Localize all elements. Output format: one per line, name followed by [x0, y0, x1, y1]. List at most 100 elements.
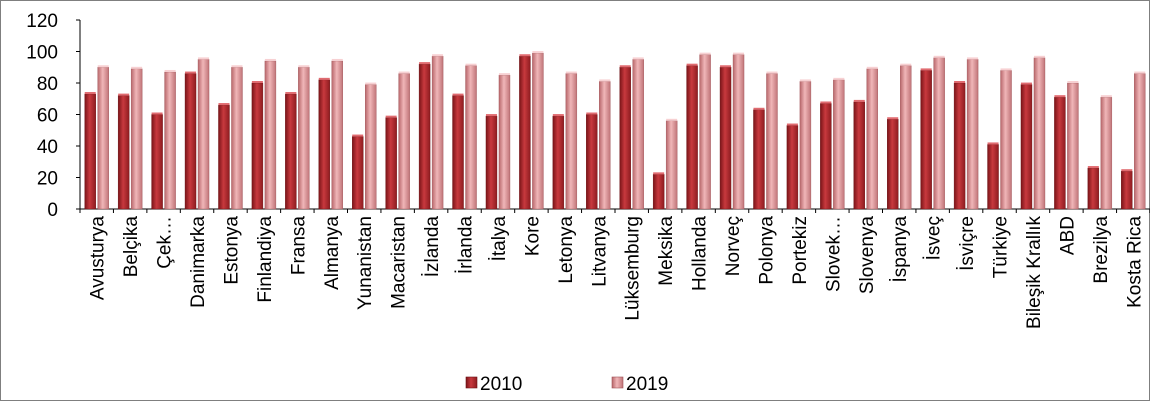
x-tick-label: İzlanda — [422, 216, 443, 278]
bar-2019-top — [465, 63, 477, 66]
bar-2010-top — [251, 81, 263, 83]
bar-2019 — [264, 60, 277, 210]
x-tick-label: Portekiz — [790, 216, 811, 285]
x-tick-label: Avusturya — [88, 216, 109, 301]
legend-label: 2010 — [480, 374, 522, 395]
bar-2019-top — [131, 66, 143, 69]
bar-2019-top — [833, 77, 845, 80]
bar-2019-top — [933, 55, 945, 58]
x-tick-label: İspanya — [890, 216, 911, 283]
bar-2019-top — [666, 118, 678, 121]
bar-2019 — [665, 120, 678, 210]
x-tick-label: Macaristan — [389, 216, 410, 309]
bar-2019 — [599, 81, 611, 210]
bar-2010 — [786, 125, 799, 210]
x-tick-label: Türkiye — [991, 216, 1012, 278]
x-axis-labels: Avusturya Belçika Çek… Danimarka Estonya Finl… — [88, 216, 1146, 329]
bar-2019 — [331, 60, 343, 210]
bar-2019-top — [699, 52, 711, 55]
bar-2019-top — [599, 79, 611, 82]
bar-2019 — [1033, 57, 1046, 210]
bar-2010-top — [1121, 169, 1133, 172]
bar-2019 — [197, 59, 210, 210]
bar-2010 — [352, 136, 364, 210]
x-tick-label: Hollanda — [690, 216, 711, 291]
bar-2010 — [519, 56, 531, 210]
bar-2019 — [498, 74, 511, 210]
x-tick-label: Meksika — [656, 216, 677, 286]
bar-2010 — [719, 67, 732, 210]
bar-2019 — [431, 56, 444, 210]
x-tick-label: Belçika — [121, 216, 142, 278]
bar-2010 — [820, 103, 832, 210]
bar-2010-top — [619, 65, 631, 68]
bar-2019-top — [1100, 95, 1112, 98]
bar-2010-top — [1020, 82, 1032, 85]
bar-2019 — [866, 68, 878, 210]
bar-2019-top — [866, 66, 878, 69]
bar-2019-top — [231, 65, 243, 68]
bar-2019 — [933, 57, 945, 210]
x-tick-label: ABD — [1057, 216, 1078, 255]
bar-2010-top — [519, 54, 531, 57]
bar-2019-top — [799, 79, 811, 82]
bar-2019 — [966, 59, 979, 210]
legend-swatch — [465, 376, 478, 389]
bar-2019 — [231, 67, 243, 210]
bar-2019-top — [967, 57, 979, 60]
bar-2010 — [953, 82, 966, 210]
bar-2010 — [552, 115, 565, 210]
bar-2010 — [619, 67, 631, 210]
bar-2010-top — [753, 107, 765, 110]
bar-2010-top — [653, 172, 665, 175]
bar-2019 — [130, 68, 143, 210]
bar-2010-top — [1087, 166, 1099, 169]
x-tick-label: Lüksemburg — [623, 216, 644, 321]
bar-2010 — [586, 114, 598, 210]
x-tick-label: Brezilya — [1091, 216, 1112, 284]
legend-label: 2019 — [626, 374, 668, 395]
x-tick-label: Danimarka — [188, 216, 209, 308]
bar-2010-top — [118, 93, 130, 96]
y-tick-label: 100 — [26, 43, 58, 64]
bar-2010 — [753, 109, 765, 210]
bar-2010 — [218, 104, 230, 210]
x-tick-label: Finlandiya — [255, 216, 276, 303]
bar-2010-top — [352, 134, 364, 137]
bar-2019 — [766, 73, 778, 210]
bar-2019 — [97, 67, 109, 210]
x-tick-label: İsveç — [924, 216, 945, 260]
bar-2019-top — [298, 65, 310, 68]
bar-2019 — [532, 52, 544, 210]
x-tick-label: Litvanya — [589, 216, 610, 287]
bar-2010 — [853, 101, 865, 210]
bar-2019 — [298, 67, 310, 210]
bar-2019 — [1100, 96, 1113, 210]
bar-2019 — [465, 65, 477, 210]
bar-2019 — [799, 81, 812, 210]
bar-2019-top — [532, 51, 544, 54]
x-tick-label: Almanya — [322, 216, 343, 290]
x-tick-label: Estonya — [221, 216, 242, 285]
bar-2019 — [1000, 70, 1012, 210]
bar-2019-top — [498, 73, 510, 76]
bar-2010 — [887, 119, 899, 210]
bar-2010-top — [987, 142, 999, 145]
bar-2010 — [652, 174, 665, 210]
x-tick-label: Slovenya — [857, 216, 878, 295]
x-tick-label: İsviçre — [957, 216, 978, 271]
bar-2019 — [398, 73, 410, 210]
bar-2019 — [1067, 82, 1079, 210]
y-tick-label: 120 — [26, 11, 58, 32]
bar-2019-top — [900, 63, 912, 66]
bar-2019-top — [97, 65, 109, 68]
y-tick-label: 80 — [37, 74, 58, 95]
bar-2019-top — [398, 71, 410, 74]
bar-2019 — [900, 65, 912, 210]
bar-2010-top — [920, 68, 932, 71]
bar-2010-top — [786, 123, 798, 126]
bar-2010 — [184, 73, 197, 210]
bar-2019-top — [365, 82, 377, 85]
bar-2010-top — [954, 81, 966, 83]
